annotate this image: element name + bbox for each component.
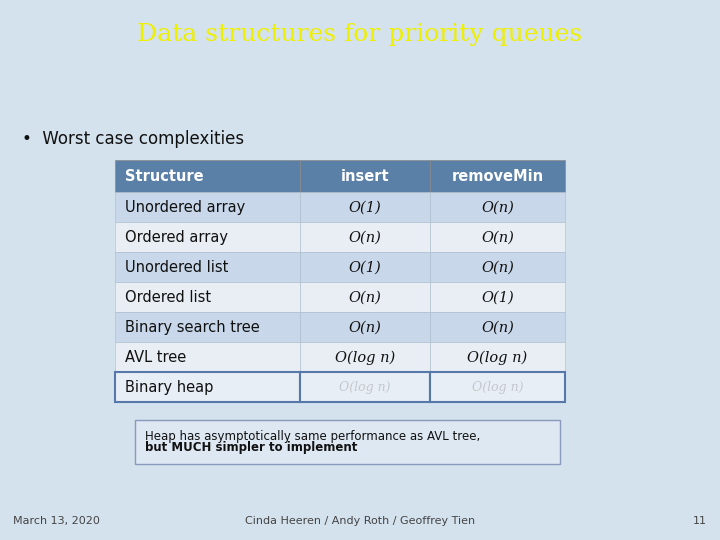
Bar [430, 252, 565, 282]
Bar [300, 282, 430, 312]
Bar [430, 192, 565, 222]
Text: AVL tree: AVL tree [125, 350, 186, 365]
Text: but MUCH simpler to implement: but MUCH simpler to implement [145, 441, 357, 454]
Text: O(1): O(1) [481, 291, 514, 305]
Text: March 13, 2020: March 13, 2020 [13, 516, 100, 525]
Text: Ordered array: Ordered array [125, 230, 228, 245]
Bar [115, 312, 300, 342]
Text: O(n): O(n) [481, 320, 514, 334]
Bar [115, 160, 300, 192]
Text: O(n): O(n) [481, 231, 514, 244]
Bar [300, 372, 430, 402]
Text: Unordered list: Unordered list [125, 260, 228, 275]
Bar [115, 252, 300, 282]
Bar [300, 222, 430, 252]
Bar [300, 252, 430, 282]
Bar [115, 372, 300, 402]
Text: O(n): O(n) [348, 320, 382, 334]
Bar [430, 282, 565, 312]
Text: O(log n): O(log n) [339, 381, 391, 394]
Text: O(1): O(1) [348, 200, 382, 214]
Bar [430, 342, 565, 372]
Text: O(log n): O(log n) [467, 350, 528, 364]
Bar [430, 160, 565, 192]
Text: Cinda Heeren / Andy Roth / Geoffrey Tien: Cinda Heeren / Andy Roth / Geoffrey Tien [245, 516, 475, 525]
Bar [430, 312, 565, 342]
Bar [300, 192, 430, 222]
Bar [300, 342, 430, 372]
Text: O(1): O(1) [348, 260, 382, 274]
Text: Structure: Structure [125, 169, 204, 184]
Text: O(n): O(n) [348, 231, 382, 244]
Text: removeMin: removeMin [451, 169, 544, 184]
Text: Ordered list: Ordered list [125, 290, 211, 305]
Bar [115, 342, 300, 372]
Bar [115, 282, 300, 312]
Text: •  Worst case complexities: • Worst case complexities [22, 130, 244, 148]
Text: Heap has asymptotically same performance as AVL tree,: Heap has asymptotically same performance… [145, 430, 480, 443]
Bar [115, 192, 300, 222]
Text: Binary search tree: Binary search tree [125, 320, 260, 335]
Text: O(log n): O(log n) [472, 381, 523, 394]
Bar [430, 222, 565, 252]
Bar [430, 372, 565, 402]
Text: 11: 11 [693, 516, 707, 525]
Text: O(n): O(n) [481, 260, 514, 274]
Text: Data structures for priority queues: Data structures for priority queues [138, 24, 582, 46]
Bar [300, 160, 430, 192]
Text: Binary heap: Binary heap [125, 380, 213, 395]
Text: O(log n): O(log n) [335, 350, 395, 364]
Text: O(n): O(n) [348, 291, 382, 305]
Text: Unordered array: Unordered array [125, 200, 246, 215]
Text: O(n): O(n) [481, 200, 514, 214]
Text: insert: insert [341, 169, 390, 184]
Bar [115, 222, 300, 252]
FancyBboxPatch shape [135, 420, 560, 464]
Bar [300, 312, 430, 342]
